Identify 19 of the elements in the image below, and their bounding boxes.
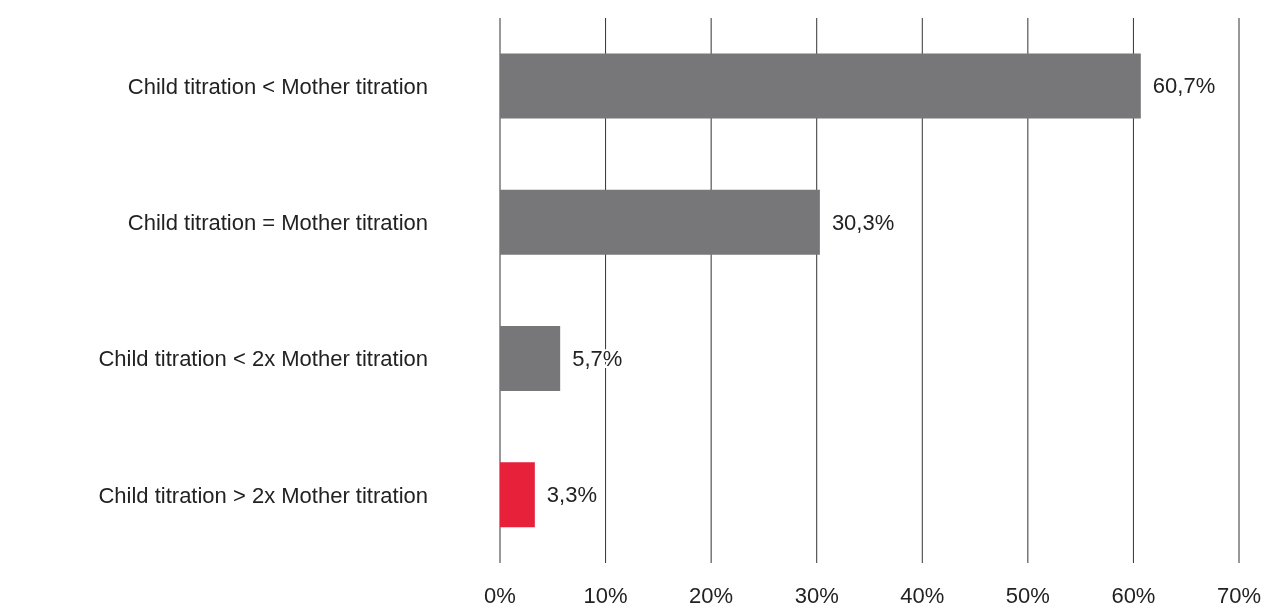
- x-tick-label: 50%: [1005, 582, 1050, 608]
- data-label: 3,3%: [546, 482, 597, 508]
- x-tick-label: 20%: [689, 582, 734, 608]
- y-tick-label: Child titration > 2x Mother titration: [98, 482, 428, 508]
- y-tick-label: Child titration < Mother titration: [127, 73, 428, 99]
- bar: [500, 325, 561, 391]
- bar: [500, 462, 535, 528]
- x-tick-label: 60%: [1111, 582, 1156, 608]
- data-label: 30,3%: [831, 209, 895, 235]
- y-tick-label: Child titration = Mother titration: [127, 210, 428, 236]
- x-tick-label: 0%: [484, 582, 516, 608]
- x-tick-label: 30%: [794, 582, 839, 608]
- x-tick-label: 10%: [583, 582, 628, 608]
- x-tick-label: 40%: [900, 582, 945, 608]
- bar: [500, 53, 1141, 119]
- bar: [500, 189, 820, 255]
- x-tick-label: 70%: [1216, 582, 1262, 608]
- data-label: 60,7%: [1152, 73, 1216, 99]
- y-tick-label: Child titration < 2x Mother titration: [98, 346, 428, 372]
